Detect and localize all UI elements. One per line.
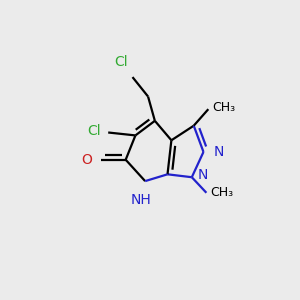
Text: N: N — [198, 168, 208, 182]
Text: NH: NH — [131, 193, 152, 207]
Text: Cl: Cl — [114, 55, 128, 69]
Text: CH₃: CH₃ — [212, 101, 235, 114]
Text: Cl: Cl — [87, 124, 100, 138]
Text: N: N — [213, 145, 224, 159]
Text: CH₃: CH₃ — [210, 186, 233, 199]
Text: O: O — [81, 153, 92, 167]
